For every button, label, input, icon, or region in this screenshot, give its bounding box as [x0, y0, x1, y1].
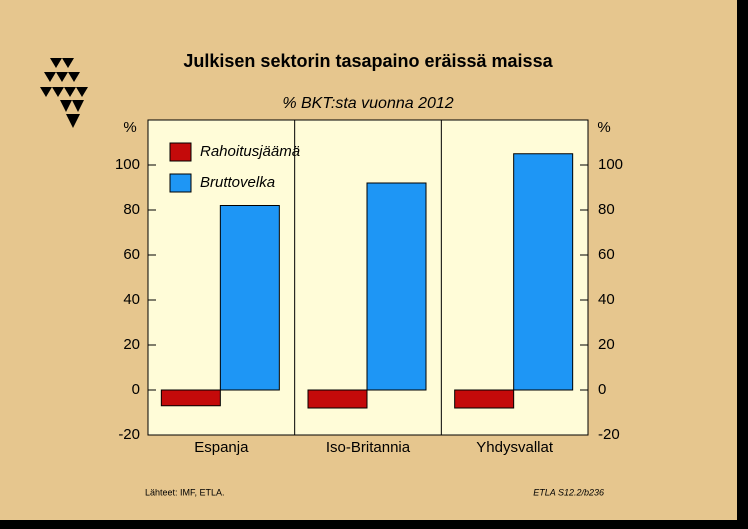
y-tick-label: 40: [123, 291, 140, 308]
y2-tick-label: 0: [598, 381, 606, 398]
y-tick-label: 100: [115, 156, 140, 173]
y-tick-label: 60: [123, 246, 140, 263]
legend-swatch: [169, 173, 192, 193]
y2-tick-label: 100: [598, 156, 623, 173]
x-tick-label: Espanja: [194, 439, 249, 456]
bar: [454, 389, 515, 409]
bar: [366, 182, 427, 391]
bar: [513, 153, 574, 391]
chart-subtitle: % BKT:sta vuonna 2012: [282, 95, 453, 112]
y-tick-label: 80: [123, 201, 140, 218]
source: Lähteet: IMF, ETLA.: [145, 487, 225, 497]
bar: [307, 389, 368, 409]
legend-label: Rahoitusjäämä: [200, 143, 300, 160]
x-tick-label: Yhdysvallat: [476, 439, 554, 456]
y-tick-label: 20: [123, 336, 140, 353]
y-tick-label: -20: [118, 426, 140, 443]
y2-tick-label: 60: [598, 246, 615, 263]
y2-tick-label: -20: [598, 426, 620, 443]
y-axis-label: %: [123, 119, 136, 136]
y2-tick-label: 80: [598, 201, 615, 218]
legend-label: Bruttovelka: [200, 174, 275, 191]
legend-swatch: [169, 142, 192, 162]
y2-axis-label: %: [597, 119, 610, 136]
bar: [219, 205, 280, 391]
y2-tick-label: 40: [598, 291, 615, 308]
y2-tick-label: 20: [598, 336, 615, 353]
y-tick-label: 0: [132, 381, 140, 398]
x-tick-label: Iso-Britannia: [326, 439, 411, 456]
logo: [40, 58, 88, 128]
chart-title: Julkisen sektorin tasapaino eräissä mais…: [183, 51, 553, 71]
bar: [160, 389, 221, 407]
chart-code: ETLA S12.2/b236: [533, 487, 604, 497]
